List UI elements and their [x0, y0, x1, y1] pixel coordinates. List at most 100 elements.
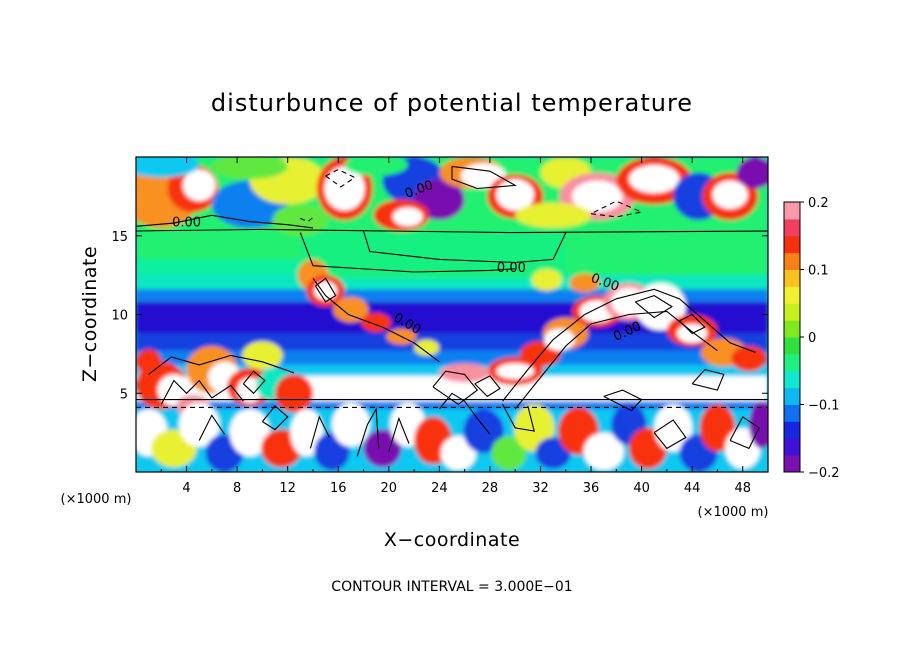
- field-blob: [182, 169, 216, 202]
- field-blob: [712, 180, 748, 209]
- contour-line: [438, 392, 491, 435]
- field-blob: [290, 409, 324, 457]
- field-blob: [699, 404, 736, 452]
- x-tick-label: 4: [182, 481, 190, 496]
- field-blob: [242, 341, 283, 370]
- contour-label: 0.00: [497, 261, 526, 276]
- field-band: [136, 259, 313, 276]
- contour-line: [432, 370, 479, 405]
- field-blob: [414, 339, 440, 356]
- field-blob: [314, 281, 337, 301]
- colorbar-swatch: [784, 252, 800, 270]
- field-blob: [136, 157, 200, 178]
- colorbar-tick-label: −0.2: [808, 466, 840, 481]
- contour-line: [634, 294, 673, 319]
- colorbar-ticks: 0.2 0.1 0 −0.1 −0.2: [800, 196, 840, 481]
- x-tick-label: 28: [482, 481, 499, 496]
- colorbar-swatch: [784, 286, 800, 304]
- contour-line: [474, 375, 501, 398]
- x-tick-label: 36: [583, 481, 600, 496]
- field-blob: [331, 402, 370, 447]
- field-blob: [333, 297, 369, 323]
- field-blob: [531, 268, 562, 291]
- colorbar-swatch: [784, 421, 800, 439]
- x-tick-label: 48: [734, 481, 751, 496]
- colorbar-swatch: [784, 353, 800, 372]
- chart-title: disturbunce of potential temperature: [211, 89, 693, 117]
- x-tick-label: 40: [633, 481, 650, 496]
- colorbar-swatch: [784, 235, 800, 254]
- colorbar-tick-label: 0: [808, 331, 816, 346]
- colorbar-swatch: [784, 370, 800, 389]
- contour-line: [451, 165, 518, 190]
- y-axis-title: Z−coordinate: [79, 246, 101, 382]
- field-blob: [635, 283, 686, 331]
- field-blob: [211, 157, 288, 180]
- colorbar-swatch: [784, 218, 800, 237]
- contour-line: [388, 416, 410, 452]
- contour-line: [299, 232, 516, 273]
- colorbar-swatch: [784, 269, 800, 287]
- field-blob: [229, 409, 270, 457]
- contour-line: [502, 404, 535, 432]
- contour-line: [356, 407, 380, 457]
- temperature-field: [136, 157, 768, 472]
- contour-line: [198, 414, 225, 441]
- x-tick-label: 20: [381, 481, 398, 496]
- colorbar-tick-label: −0.1: [808, 399, 840, 414]
- field-blob: [439, 363, 490, 383]
- x-axis-title: X−coordinate: [384, 529, 520, 551]
- colorbar: [783, 201, 801, 473]
- field-blob: [463, 409, 504, 454]
- field-band: [300, 231, 566, 279]
- field-blob: [515, 202, 592, 228]
- field-blob: [363, 429, 402, 468]
- field-blob: [569, 273, 600, 293]
- x-tick-label: 44: [684, 481, 701, 496]
- field-blob: [731, 346, 767, 372]
- field-band: [136, 275, 768, 290]
- field-band: [136, 350, 768, 365]
- colorbar-swatch: [784, 455, 800, 473]
- field-blob: [344, 157, 408, 176]
- field-blob: [583, 432, 624, 471]
- field-blob: [496, 179, 535, 211]
- field-blob: [544, 328, 575, 351]
- colorbar-swatch: [784, 202, 800, 220]
- contour-line: [653, 419, 687, 450]
- contour-line: [242, 370, 266, 395]
- colorbar-swatch: [784, 387, 800, 405]
- field-band: [136, 401, 768, 409]
- contour-line: [309, 415, 330, 449]
- colorbar-tick-label: 0.1: [808, 264, 829, 279]
- colorbar-swatch: [784, 404, 800, 422]
- y-tick-label: 5: [120, 387, 128, 402]
- colorbar-swatch: [784, 320, 800, 338]
- field-blob: [272, 204, 329, 236]
- contour-line: [691, 368, 725, 391]
- field-blob: [628, 164, 680, 194]
- contour-line: [514, 310, 718, 410]
- contour-line: [315, 277, 337, 303]
- field-blob: [496, 363, 535, 380]
- x-tick-label: 16: [330, 481, 347, 496]
- contour-line: [362, 230, 567, 264]
- contour-line: [679, 313, 706, 335]
- colorbar-swatch: [784, 438, 800, 456]
- x-axis: 4 8 12 16 20 24 28 32 36 40 44 48: [160, 157, 751, 496]
- y-tick-label: 10: [111, 309, 128, 324]
- contour-line: [148, 354, 295, 375]
- field-blob: [736, 157, 768, 189]
- x-tick-label: 24: [431, 481, 448, 496]
- field-blob: [749, 401, 768, 449]
- contour-line: [261, 405, 289, 431]
- x-tick-label: 32: [532, 481, 549, 496]
- y-axis: 5 10 15: [111, 230, 768, 402]
- y-unit-label: (×1000 m): [61, 492, 132, 507]
- field-blob: [392, 207, 423, 227]
- field-blob: [360, 312, 392, 332]
- y-tick-label: 15: [111, 230, 128, 245]
- field-band: [136, 333, 768, 351]
- contour-label: 0.00: [172, 215, 201, 230]
